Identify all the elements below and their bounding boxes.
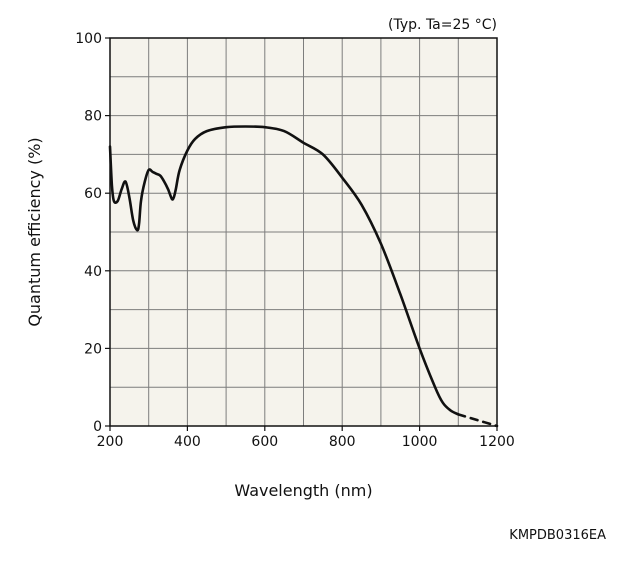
y-tick-label: 40 xyxy=(84,264,102,280)
series-group xyxy=(108,125,499,428)
y-tick-label: 0 xyxy=(93,419,102,435)
x-tick-label: 400 xyxy=(174,434,201,450)
x-tick-label: 1000 xyxy=(402,434,438,450)
grid xyxy=(110,38,497,426)
x-axis-title: Wavelength (nm) xyxy=(234,481,372,500)
y-tick-label: 100 xyxy=(75,31,102,47)
condition-annotation: (Typ. Ta=25 °C) xyxy=(388,17,497,33)
figure-code: KMPDB0316EA xyxy=(509,528,606,543)
x-tick-label: 600 xyxy=(251,434,278,450)
x-tick-label: 1200 xyxy=(479,434,515,450)
series-line xyxy=(108,125,460,416)
y-tick-label: 60 xyxy=(84,186,102,202)
series-line-dashed-extension xyxy=(457,413,499,428)
x-tick-labels: 200 400 600 800 1000 1200 xyxy=(97,434,515,450)
y-tick-labels: 0 20 40 60 80 100 xyxy=(75,31,102,435)
y-axis-title: Quantum efficiency (%) xyxy=(25,137,44,326)
y-tick-label: 80 xyxy=(84,109,102,125)
x-tick-label: 200 xyxy=(97,434,124,450)
plot-frame xyxy=(109,37,498,427)
tick-marks xyxy=(105,37,498,431)
x-tick-label: 800 xyxy=(329,434,356,450)
y-tick-label: 20 xyxy=(84,341,102,357)
